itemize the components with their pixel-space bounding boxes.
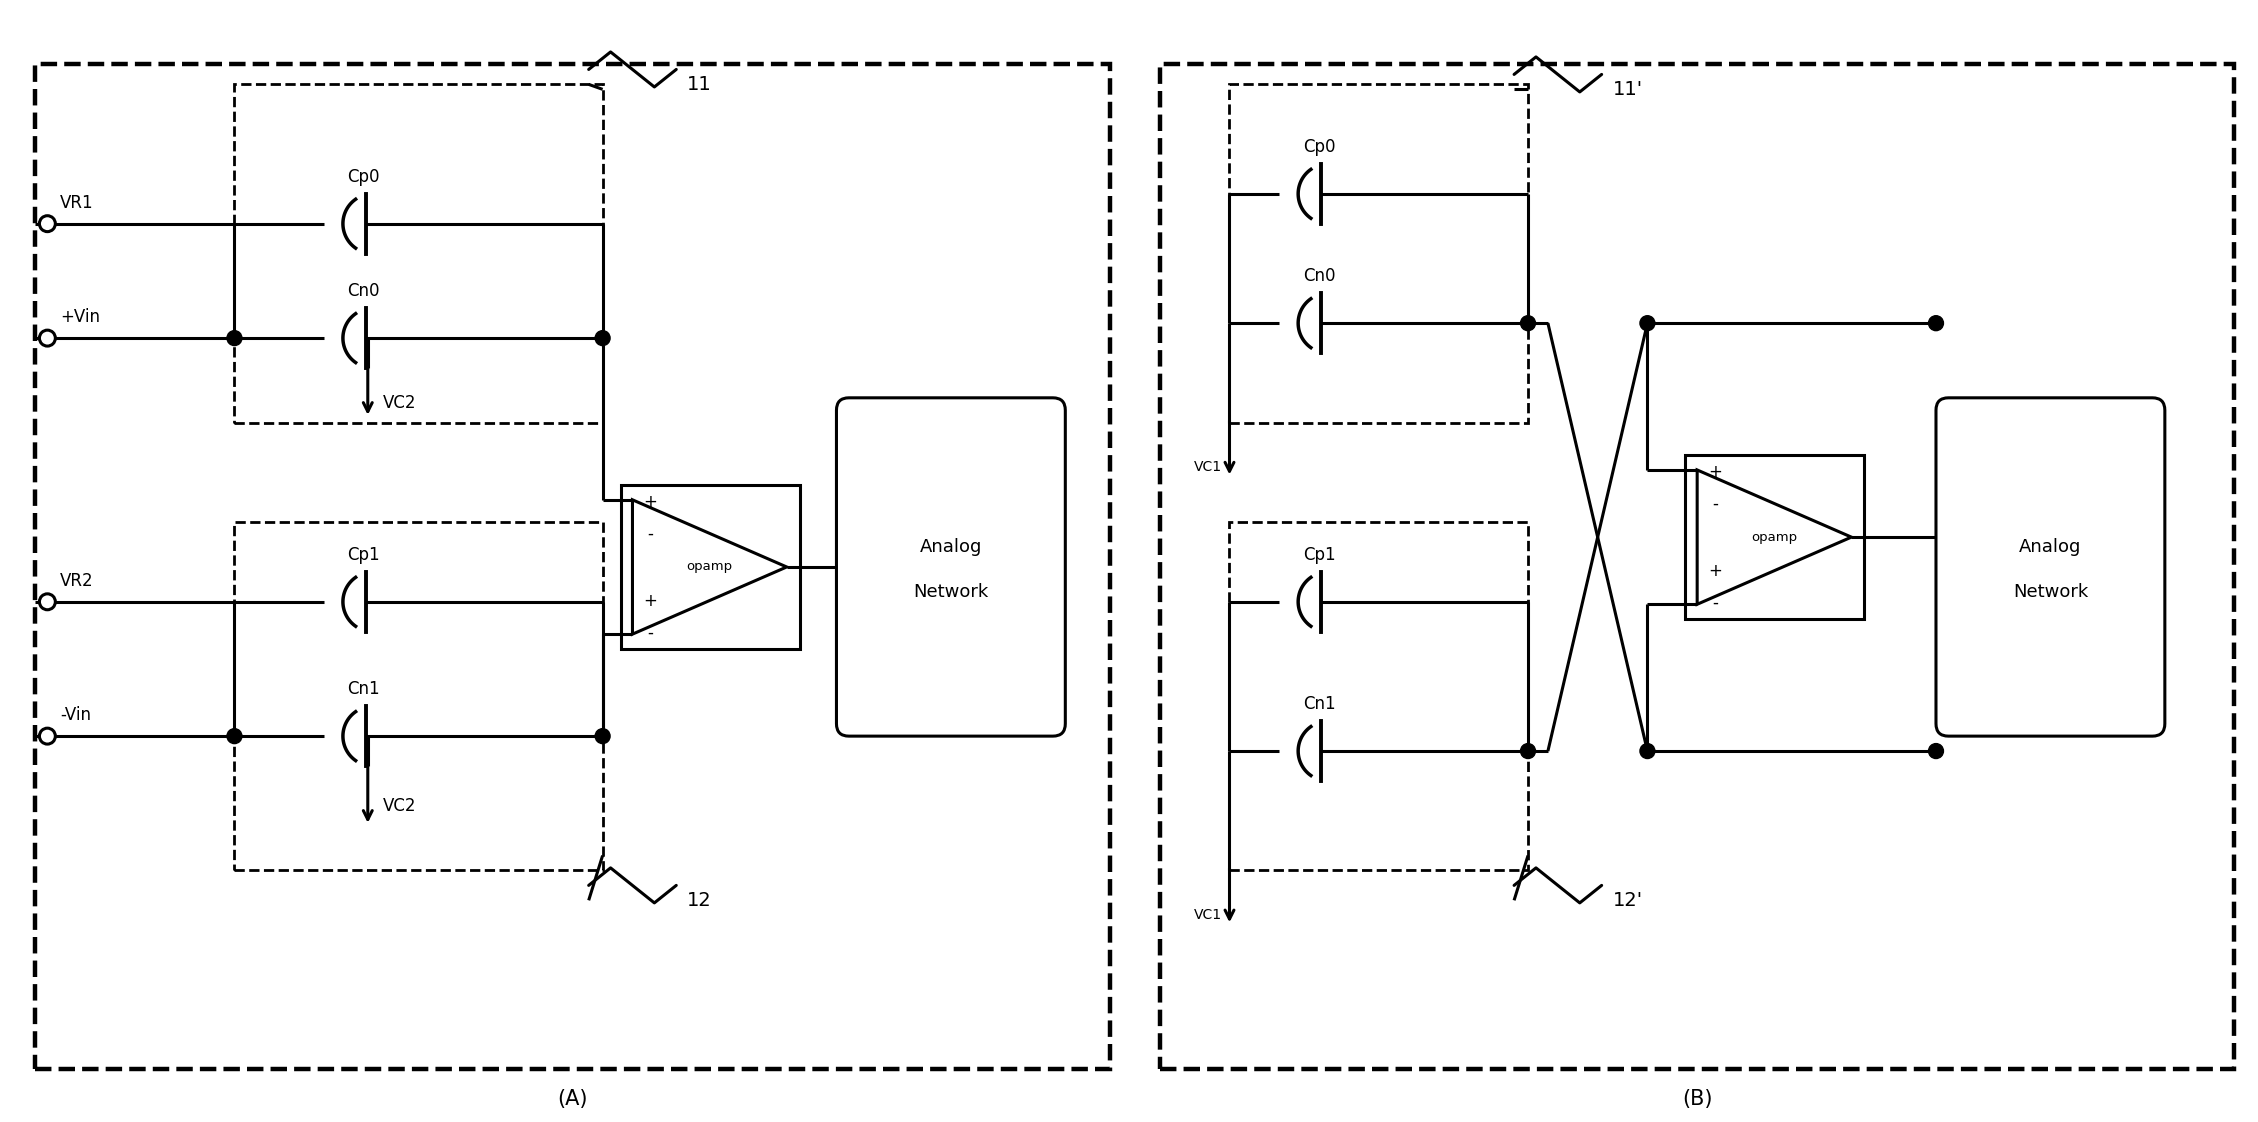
Circle shape — [38, 728, 56, 744]
Bar — [1231, 522, 1529, 871]
Text: -Vin: -Vin — [61, 706, 90, 724]
Text: 11: 11 — [686, 75, 711, 94]
Text: Analog: Analog — [2019, 539, 2082, 557]
Bar — [1684, 456, 1865, 619]
Text: -: - — [1712, 594, 1718, 611]
Text: -: - — [648, 524, 653, 542]
Bar — [621, 485, 799, 649]
Text: Network: Network — [912, 582, 989, 601]
Circle shape — [1928, 744, 1944, 758]
Text: VC1: VC1 — [1194, 908, 1222, 922]
Text: Network: Network — [2012, 582, 2089, 601]
Text: Cn0: Cn0 — [1303, 267, 1334, 285]
Text: Analog: Analog — [919, 539, 982, 557]
Text: +: + — [644, 591, 657, 609]
Bar — [1231, 84, 1529, 423]
Text: VC2: VC2 — [382, 797, 415, 815]
Text: +: + — [1707, 562, 1723, 580]
Bar — [36, 64, 1111, 1069]
Text: Cp0: Cp0 — [1303, 138, 1334, 156]
Text: Cp0: Cp0 — [348, 168, 379, 186]
Text: Cp1: Cp1 — [1303, 546, 1334, 564]
Circle shape — [596, 728, 610, 744]
Circle shape — [1520, 315, 1535, 331]
Circle shape — [1639, 744, 1655, 758]
Text: 11': 11' — [1612, 80, 1644, 99]
Text: Cn1: Cn1 — [1303, 696, 1334, 714]
Circle shape — [38, 594, 56, 609]
Text: -: - — [648, 624, 653, 642]
Bar — [1161, 64, 2235, 1069]
Text: opamp: opamp — [1752, 531, 1797, 544]
Bar — [235, 84, 603, 423]
Text: VR1: VR1 — [61, 194, 95, 212]
Text: Cn0: Cn0 — [348, 283, 379, 301]
Text: 12: 12 — [686, 891, 711, 910]
Text: +: + — [644, 493, 657, 511]
Text: +: + — [1707, 462, 1723, 480]
Circle shape — [596, 331, 610, 346]
Circle shape — [38, 330, 56, 346]
Text: VC1: VC1 — [1194, 460, 1222, 475]
Text: (A): (A) — [558, 1089, 587, 1110]
Bar — [235, 522, 603, 871]
Text: VR2: VR2 — [61, 572, 95, 590]
Text: Cp1: Cp1 — [348, 546, 379, 564]
Text: -: - — [1712, 495, 1718, 513]
Text: VC2: VC2 — [382, 394, 415, 412]
Circle shape — [228, 728, 242, 744]
Circle shape — [228, 331, 242, 346]
Circle shape — [1639, 315, 1655, 331]
Text: opamp: opamp — [686, 561, 732, 573]
Text: (B): (B) — [1682, 1089, 1712, 1110]
Text: 12': 12' — [1612, 891, 1644, 910]
Circle shape — [38, 215, 56, 231]
Circle shape — [1520, 744, 1535, 758]
Circle shape — [1928, 315, 1944, 331]
Text: +Vin: +Vin — [61, 309, 99, 327]
Text: Cn1: Cn1 — [348, 680, 379, 698]
